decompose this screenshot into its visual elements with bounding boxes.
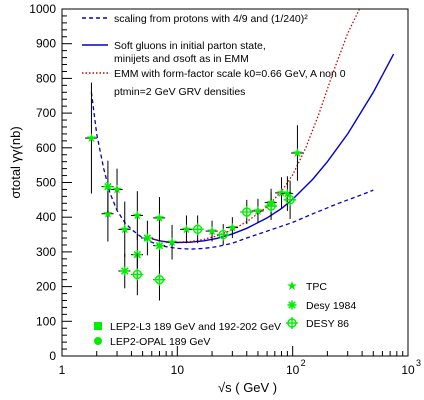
legend-marker-asterisk [287,300,297,310]
data-point [140,220,154,256]
x-tick-exponent: 3 [416,358,421,368]
data-point [180,215,193,244]
data-point [101,160,114,213]
marker-plus-circle [240,205,253,218]
marker-plus-circle [265,200,278,213]
legend-point-label: LEP2-L3 189 GeV and 192-202 GeV [110,321,281,333]
x-tick-label: 10 [171,363,185,377]
legend-label: scaling from protons with 4/9 and (1/240… [114,13,308,25]
legend-point-label: Desy 1984 [306,300,356,312]
y-tick-label: 700 [36,106,56,120]
y-tick-label: 100 [36,314,56,328]
marker-star [181,224,192,234]
marker-asterisk [142,233,152,243]
legend-marker-square [94,322,102,330]
legend-marker-star [287,281,297,290]
y-tick-label: 600 [36,141,56,155]
data-point [130,253,144,296]
marker-star [120,224,130,234]
y-tick-label: 0 [49,349,56,363]
y-tick-label: 400 [36,210,56,224]
marker-star [292,148,303,158]
marker-star [103,208,113,218]
marker-asterisk [120,266,130,276]
data-point [225,217,239,239]
x-tick-label: 1 [59,363,66,377]
data-point [291,125,304,181]
y-tick-label: 300 [36,245,56,259]
curve-dashed [90,92,374,250]
legend-label: EMM with form-factor scale k0=0.66 GeV, … [114,68,346,80]
marker-plus-circle [153,273,166,286]
marker-star [253,206,263,215]
marker-asterisk [103,182,113,192]
data-point [118,201,131,258]
legend-label: Soft gluons in initial parton state, mini… [114,40,266,65]
y-tick-label: 900 [36,37,56,51]
x-tick-label: 10 [286,363,300,377]
legend-point-label: LEP2-OPAL 189 GeV [110,336,210,348]
legend-marker-circle [94,337,102,345]
x-tick-label: 10 [401,363,415,377]
data-point [205,220,218,242]
data-point [216,224,230,245]
data-point [118,253,131,289]
legend-point-label: DESY 86 [306,318,349,330]
y-tick-label: 800 [36,71,56,85]
data-point [110,168,123,211]
legend: scaling from protons with 4/9 and (1/240… [82,13,356,348]
marker-star [276,187,287,197]
marker-star [207,226,217,236]
data-point [153,258,166,301]
marker-star [282,188,293,198]
y-tick-label: 200 [36,280,56,294]
marker-asterisk [154,241,164,251]
x-axis-title: √s ( GeV ) [218,380,277,395]
marker-plus-circle [131,268,144,281]
data-point [85,82,98,194]
curve-solid [151,53,395,244]
data-point [130,191,144,240]
data-point [264,192,278,220]
y-axis-title: σtotal γγ(nb) [8,126,23,198]
data-point [240,199,253,225]
marker-star [112,184,122,194]
data-points [85,82,304,301]
marker-plus-circle [284,193,297,206]
marker-star [132,210,143,220]
data-point [191,215,204,244]
marker-star [227,222,238,232]
marker-star [154,212,165,222]
data-point [283,180,297,219]
x-tick-exponent: 2 [301,358,306,368]
data-point [251,198,264,224]
legend-note: ptmin=2 GeV GRV densities [114,86,245,98]
y-tick-label: 1000 [29,2,56,16]
data-point [280,176,294,211]
marker-plus-circle [217,228,230,241]
marker-star [167,237,177,247]
legend-marker-plus-circle [286,317,298,329]
y-tick-label: 500 [36,176,56,190]
legend-point-label: TPC [306,281,327,293]
marker-star [86,133,97,143]
data-point [165,224,178,260]
marker-plus-circle [191,223,204,236]
